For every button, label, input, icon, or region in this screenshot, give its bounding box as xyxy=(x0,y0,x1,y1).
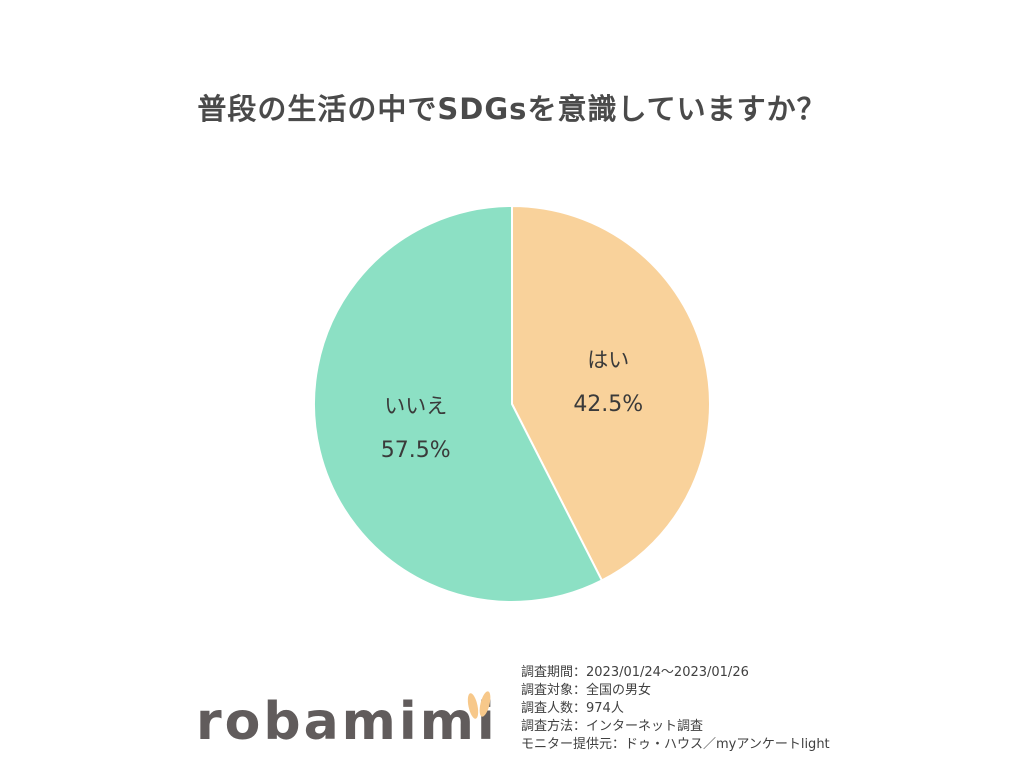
robamimi-logo: robamimi xyxy=(196,690,496,760)
pie-slices xyxy=(313,204,711,603)
survey-period: 調査期間：2023/01/24～2023/01/26 xyxy=(521,665,749,680)
survey-provider: モニター提供元：ドゥ・ハウス／myアンケートlight xyxy=(521,737,830,752)
survey-target: 調査対象：全国の男女 xyxy=(521,683,652,698)
survey-info: 調査期間：2023/01/24～2023/01/26 調査対象：全国の男女 調査… xyxy=(521,664,830,754)
rabbit-ears-icon xyxy=(467,691,491,719)
pie-slice-no xyxy=(313,204,604,603)
pie-labels: はい 42.5% いいえ 57.5% xyxy=(381,348,643,463)
survey-respondents: 調査人数：974人 xyxy=(521,701,624,716)
chart-title: 普段の生活の中でSDGsを意識していますか？ xyxy=(197,92,827,126)
survey-method: 調査方法：インターネット調査 xyxy=(521,719,704,734)
slice-percentage: 42.5% xyxy=(573,392,643,417)
slice-percentage: 57.5% xyxy=(381,438,451,463)
slice-label: はい xyxy=(587,348,629,372)
logo-text: robamimi xyxy=(196,692,498,752)
slice-label: いいえ xyxy=(384,394,447,418)
pie-slice-yes xyxy=(511,204,711,582)
